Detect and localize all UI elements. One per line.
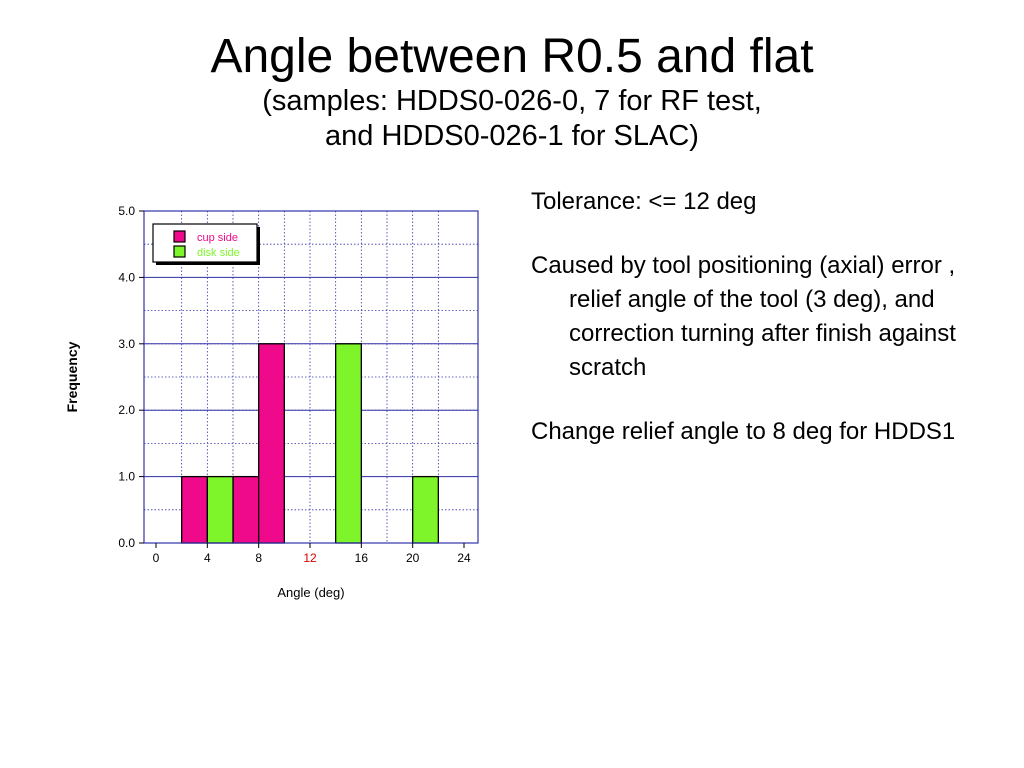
- x-tick-label: 0: [153, 551, 160, 565]
- histogram-bar: [206, 475, 234, 544]
- plot-frame: [143, 210, 479, 544]
- x-tick-label: 20: [406, 551, 420, 565]
- title-block: Angle between R0.5 and flat (samples: HD…: [0, 30, 1024, 154]
- y-tick-label: 5.0: [118, 204, 135, 218]
- note-tolerance: Tolerance: <= 12 deg: [531, 188, 757, 215]
- legend-label: cup side: [197, 232, 238, 244]
- x-axis-label: Angle (deg): [277, 585, 344, 600]
- y-axis-label: Frequency: [64, 341, 80, 412]
- x-tick-label: 16: [355, 551, 369, 565]
- x-tick-label: 8: [255, 551, 262, 565]
- histogram-chart: 0.0 1.0 2.0 3.0 4.0 5.0 0 4 8 12 16 20 24 Angle (deg)…: [50, 190, 500, 610]
- chart-svg: 0.0 1.0 2.0 3.0 4.0 5.0 0 4 8 12 16 20 24 Angle (deg)…: [64, 204, 479, 600]
- y-tick-label: 3.0: [118, 337, 135, 351]
- legend-swatch: [173, 230, 186, 243]
- histogram-bar: [412, 475, 439, 544]
- histogram-bar: [232, 475, 260, 544]
- y-tick-label: 4.0: [118, 270, 135, 284]
- histogram-bar: [335, 343, 362, 544]
- y-tick-label: 0.0: [118, 536, 135, 550]
- x-tick-label: 4: [204, 551, 211, 565]
- legend-swatch: [173, 245, 186, 258]
- x-tick-label: 12: [303, 551, 317, 565]
- legend-box: [152, 223, 258, 263]
- y-tick-label: 1.0: [118, 470, 135, 484]
- histogram-bar: [258, 343, 285, 544]
- subtitle-line-2: and HDDS0-026-1 for SLAC): [325, 120, 699, 152]
- slide-title: Angle between R0.5 and flat: [210, 30, 814, 83]
- histogram-bar: [181, 475, 208, 544]
- subtitle-line-1: (samples: HDDS0-026-0, 7 for RF test,: [262, 85, 762, 117]
- legend: cup side disk side: [152, 223, 260, 265]
- note-change: Change relief angle to 8 deg for HDDS1: [531, 418, 956, 445]
- note-cause: Caused by tool positioning (axial) error…: [531, 252, 956, 381]
- y-tick-label: 2.0: [118, 403, 135, 417]
- notes-panel: Tolerance: <= 12 deg Caused by tool posi…: [531, 185, 981, 479]
- x-tick-label: 24: [457, 551, 471, 565]
- legend-label: disk side: [197, 247, 240, 259]
